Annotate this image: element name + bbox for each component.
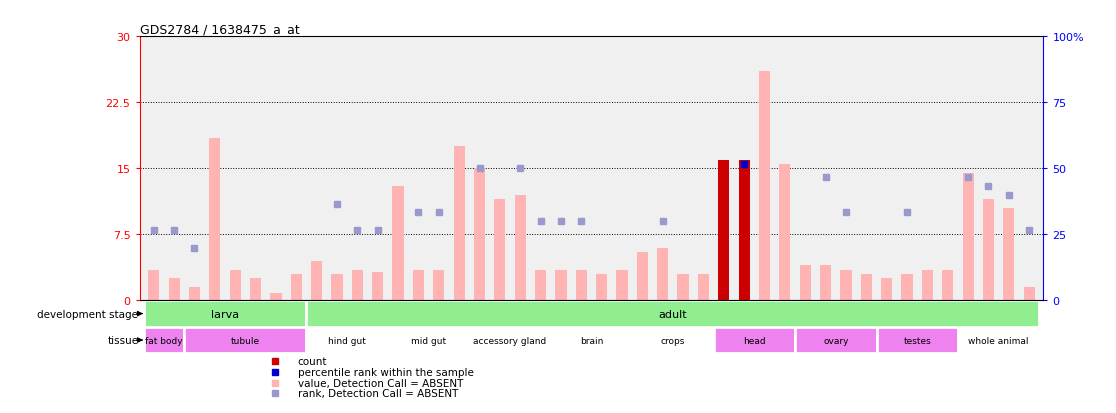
- Bar: [616, 270, 627, 301]
- Bar: [453, 147, 464, 301]
- Bar: [307, 301, 1039, 327]
- Bar: [820, 266, 831, 301]
- Bar: [290, 274, 301, 301]
- Text: crops: crops: [661, 336, 685, 345]
- Text: rank, Detection Call = ABSENT: rank, Detection Call = ABSENT: [298, 389, 458, 399]
- Text: head: head: [743, 336, 766, 345]
- Bar: [902, 274, 913, 301]
- Bar: [148, 270, 160, 301]
- Bar: [270, 294, 281, 301]
- Bar: [551, 327, 632, 354]
- Bar: [184, 327, 307, 354]
- Bar: [922, 270, 933, 301]
- Text: ovary: ovary: [822, 336, 848, 345]
- Bar: [209, 138, 221, 301]
- Bar: [514, 195, 526, 301]
- Bar: [962, 173, 974, 301]
- Text: GDS2784 / 1638475_a_at: GDS2784 / 1638475_a_at: [140, 23, 299, 36]
- Text: count: count: [298, 356, 327, 366]
- Bar: [840, 270, 852, 301]
- Bar: [556, 270, 567, 301]
- Bar: [388, 327, 470, 354]
- Text: fat body: fat body: [145, 336, 183, 345]
- Bar: [494, 199, 506, 301]
- Text: brain: brain: [580, 336, 603, 345]
- Bar: [637, 252, 648, 301]
- Bar: [983, 199, 994, 301]
- Bar: [372, 273, 383, 301]
- Bar: [860, 274, 872, 301]
- Bar: [470, 327, 551, 354]
- Bar: [393, 187, 404, 301]
- Bar: [713, 327, 795, 354]
- Text: hind gut: hind gut: [328, 336, 366, 345]
- Bar: [958, 327, 1039, 354]
- Bar: [1023, 287, 1035, 301]
- Bar: [800, 266, 811, 301]
- Text: accessory gland: accessory gland: [473, 336, 547, 345]
- Bar: [230, 270, 241, 301]
- Bar: [250, 279, 261, 301]
- Bar: [474, 169, 485, 301]
- Bar: [433, 270, 444, 301]
- Text: value, Detection Call = ABSENT: value, Detection Call = ABSENT: [298, 378, 463, 388]
- Text: testes: testes: [903, 336, 931, 345]
- Bar: [144, 327, 184, 354]
- Bar: [1003, 209, 1014, 301]
- Bar: [352, 270, 363, 301]
- Bar: [535, 270, 546, 301]
- Bar: [698, 274, 709, 301]
- Text: development stage: development stage: [38, 309, 138, 319]
- Text: tubule: tubule: [231, 336, 260, 345]
- Text: adult: adult: [658, 309, 687, 319]
- Bar: [719, 160, 730, 301]
- Bar: [189, 287, 200, 301]
- Bar: [307, 327, 388, 354]
- Text: percentile rank within the sample: percentile rank within the sample: [298, 367, 473, 377]
- Bar: [331, 274, 343, 301]
- Bar: [779, 164, 790, 301]
- Bar: [596, 274, 607, 301]
- Text: tissue: tissue: [107, 335, 138, 345]
- Text: mid gut: mid gut: [411, 336, 446, 345]
- Text: whole animal: whole animal: [969, 336, 1029, 345]
- Bar: [942, 270, 953, 301]
- Bar: [882, 279, 893, 301]
- Bar: [677, 274, 689, 301]
- Bar: [876, 327, 958, 354]
- Bar: [795, 327, 876, 354]
- Bar: [169, 279, 180, 301]
- Bar: [311, 261, 323, 301]
- Bar: [144, 301, 307, 327]
- Bar: [739, 160, 750, 301]
- Bar: [413, 270, 424, 301]
- Bar: [657, 248, 668, 301]
- Text: larva: larva: [211, 309, 239, 319]
- Bar: [632, 327, 713, 354]
- Bar: [759, 72, 770, 301]
- Bar: [576, 270, 587, 301]
